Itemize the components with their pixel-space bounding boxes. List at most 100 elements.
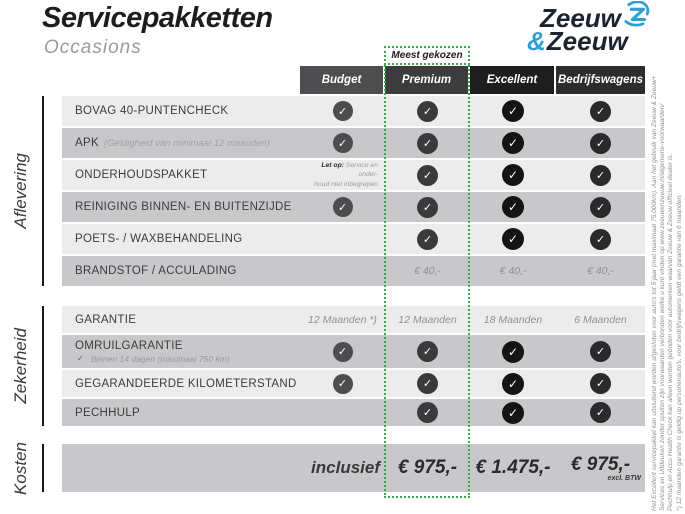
cell-check: ✓ [300,370,385,397]
meest-gekozen-badge: Meest gekozen [384,46,470,65]
check-icon: ✓ [502,340,524,363]
logo-word-zeeuw-2: Zeeuw [546,26,628,56]
cell-check: ✓ [385,370,470,397]
section-label-aflevering: Aflevering [11,153,30,229]
page-title: Servicepakketten [42,2,273,34]
check-icon: ✓ [417,100,438,122]
cell-check: ✓ [385,96,470,126]
cell-value-text: 12 Maanden [398,313,457,326]
check-icon: ✓ [590,164,611,186]
check-icon: ✓ [590,341,611,362]
price-premium: € 975,- [397,457,458,478]
check-icon: ✓ [332,373,353,394]
row-label-text: APK [75,137,99,149]
table-row: GEGARANDEERDE KILOMETERSTAND ✓ ✓ ✓ ✓ [62,370,645,397]
column-header-excellent: Excellent [470,66,554,94]
cell-check: ✓ [300,192,385,222]
table-row: PECHHULP ✓ ✓ ✓ [62,399,645,426]
logo-ampersand: & [527,26,546,56]
row-label-text: GEGARANDEERDE KILOMETERSTAND [75,377,297,390]
cell-check: ✓ [556,96,645,126]
table-row: GARANTIE 12 Maanden *) 12 Maanden 18 Maande… [62,306,645,333]
price-bedrijfswagens-value: € 975,- [570,454,631,475]
cell-value: € 40,- [470,256,556,286]
cell-check: ✓ [385,192,470,222]
cell-check: ✓ [470,224,556,254]
check-icon: ✓ [417,196,438,218]
row-label-text: POETS- / WAXBEHANDELING [75,233,243,245]
footnote-text: Het Excellent servicepakket kan uitsluit… [651,75,683,511]
cell-check: ✓ [385,335,470,368]
table-row: BRANDSTOF / ACCULADING € 40,- € 40,- € 40,- [62,256,645,286]
check-icon: ✓ [502,228,524,250]
cell-check: ✓ [385,160,470,190]
cell-empty [300,256,385,286]
kosten-row: inclusief € 975,- € 1.475,- € 975,- excl… [62,444,645,492]
check-icon: ✓ [590,196,611,218]
row-label-text: OMRUILGARANTIE [75,339,183,352]
row-sub-note: ✓ Binnen 14 dagen (maximaal 750 km) [75,354,300,364]
section-label-zekerheid: Zekerheid [11,328,30,404]
row-label: BOVAG 40-PUNTENCHECK [62,96,300,126]
check-icon: ✓ [590,228,611,250]
cell-value-text: 6 Maanden [574,313,627,326]
check-icon: ✓ [332,101,353,121]
section-label-kosten: Kosten [11,441,30,495]
cell-check: ✓ [300,335,385,368]
check-icon: ✓ [502,196,524,218]
check-icon: ✓ [590,100,611,122]
check-icon: ✓ [502,132,524,154]
row-label-text: PECHHULP [75,406,141,419]
cell-check: ✓ [470,335,556,368]
check-icon: ✓ [332,341,353,362]
check-icon: ✓ [502,372,524,395]
cell-check: ✓ [300,96,385,126]
table-row: REINIGING BINNEN- EN BUITENZIJDE ✓ ✓ ✓ ✓ [62,192,645,222]
check-icon: ✓ [332,197,353,217]
check-icon: ✓ [417,132,438,154]
row-label: ONDERHOUDSPAKKET [62,160,300,190]
row-label-text: ONDERHOUDSPAKKET [75,169,208,181]
row-label: PECHHULP [62,399,300,426]
check-icon: ✓ [417,228,438,250]
aflevering-rows: BOVAG 40-PUNTENCHECK ✓ ✓ ✓ ✓ APK (Geldigheid v… [62,96,645,288]
row-label-text: BRANDSTOF / ACCULADING [75,265,237,277]
cell-check: ✓ [556,335,645,368]
cell-value: 12 Maanden *) [300,306,385,333]
logo-z-swirl-icon [623,0,651,31]
cell-check: ✓ [556,160,645,190]
cell-check: ✓ [470,128,556,158]
section-divider-line [42,444,44,492]
row-sub-note-text: Binnen 14 dagen (maximaal 750 km) [90,353,230,364]
check-icon: ✓ [417,373,438,394]
check-icon: ✓ [417,341,438,362]
page-subtitle: Occasions [44,37,142,58]
cell-note: Let op: Service en onder-houd niet inbeg… [300,160,385,190]
cell-value-text: € 40,- [587,265,614,277]
cell-value-text: 18 Maanden [483,313,543,326]
zekerheid-rows: GARANTIE 12 Maanden *) 12 Maanden 18 Maande… [62,306,645,428]
cell-check: ✓ [556,399,645,426]
cell-check: ✓ [556,192,645,222]
check-icon: ✓ [590,373,611,394]
cell-value: 12 Maanden [385,306,470,333]
cell-value: 6 Maanden [556,306,645,333]
check-icon: ✓ [417,402,438,423]
price-btw-note: excl. BTW [607,475,641,482]
cell-check: ✓ [470,192,556,222]
row-label: BRANDSTOF / ACCULADING [62,256,300,286]
zeeuw-zeeuw-logo: Zeeuw &Zeeuw [527,0,651,54]
table-row: APK (Geldigheid van minimaal 12 maanden) ✓… [62,128,645,158]
logo-line-2: &Zeeuw [527,28,651,54]
row-label: OMRUILGARANTIE ✓ Binnen 14 dagen (maximaal… [62,335,300,368]
table-row: ONDERHOUDSPAKKET Let op: Service en onder… [62,160,645,190]
cell-check: ✓ [470,96,556,126]
check-icon: ✓ [502,401,524,424]
cell-value-text: € 40,- [414,265,441,277]
check-icon: ✓ [590,132,611,154]
check-icon: ✓ [502,100,524,122]
check-icon: ✓ [590,402,611,423]
row-label: APK (Geldigheid van minimaal 12 maanden) [62,128,300,158]
table-row: OMRUILGARANTIE ✓ Binnen 14 dagen (maximaal… [62,335,645,368]
